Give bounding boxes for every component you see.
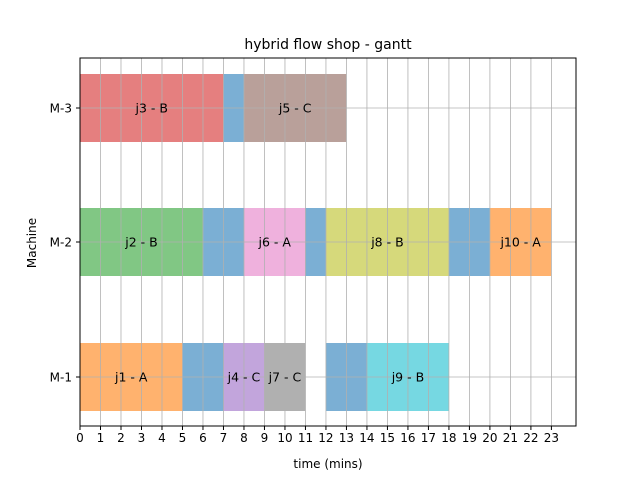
x-tick-label: 19 [462,431,477,445]
x-tick-label: 21 [503,431,518,445]
x-tick-label: 5 [179,431,187,445]
task-label: j7 - C [268,370,302,385]
task-label: j5 - C [278,101,312,116]
task-label: j1 - A [114,370,148,385]
task-label: j8 - B [370,235,403,250]
plot-area: j3 - B j5 - C j2 - B j6 - A j8 - B j10 - A j1 … [50,57,577,445]
x-tick-label: 0 [76,431,84,445]
x-tick-label: 18 [441,431,456,445]
x-tick-label: 14 [359,431,374,445]
x-tick-label: 3 [138,431,146,445]
y-axis-label: Machine [25,218,39,268]
task-label: j4 - C [227,370,261,385]
x-tick-label: 6 [199,431,207,445]
y-tick-label: M-2 [50,236,72,250]
x-tick-label: 4 [158,431,166,445]
y-tick-label: M-3 [50,102,72,116]
x-tick-label: 7 [220,431,228,445]
x-tick-label: 1 [97,431,105,445]
x-tick-label: 15 [380,431,395,445]
x-tick-label: 10 [277,431,292,445]
y-tick-label: M-1 [50,371,72,385]
task-label: j2 - B [124,235,157,250]
chart-title: hybrid flow shop - gantt [244,37,412,53]
x-tick-label: 8 [240,431,248,445]
x-tick-label: 16 [400,431,415,445]
task-label: j6 - A [257,235,291,250]
task-label: j10 - A [499,235,541,250]
x-tick-label: 17 [421,431,436,445]
task-label: j3 - B [135,101,168,116]
x-tick-label: 9 [261,431,269,445]
x-tick-label: 22 [523,431,538,445]
x-tick-label: 20 [482,431,497,445]
x-tick-label: 12 [318,431,333,445]
x-tick-label: 11 [298,431,313,445]
x-axis-label: time (mins) [293,457,362,471]
x-tick-label: 2 [117,431,125,445]
x-tick-label: 23 [544,431,559,445]
x-tick-label: 13 [339,431,354,445]
task-label: j9 - B [391,370,424,385]
